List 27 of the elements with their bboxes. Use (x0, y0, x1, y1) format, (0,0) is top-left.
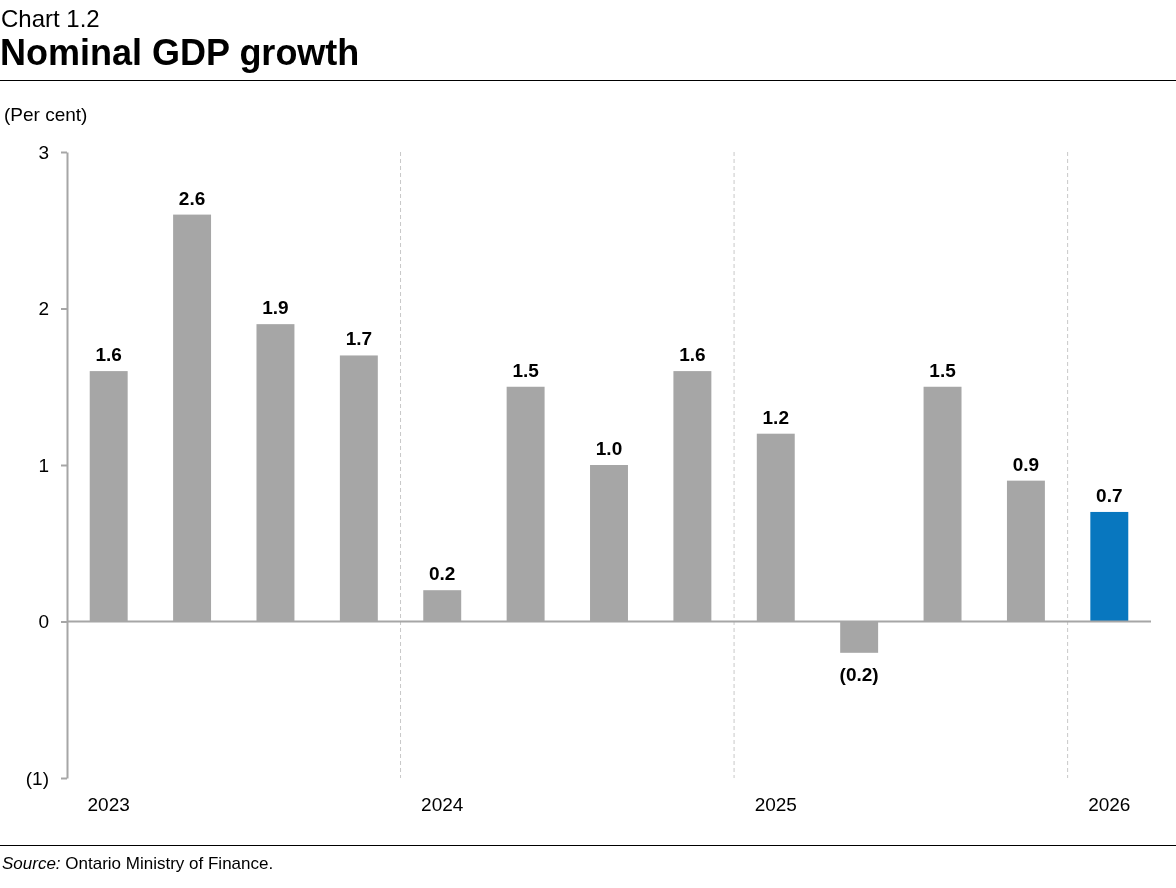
x-tick-label: 2025 (754, 794, 797, 816)
data-label: 1.6 (679, 344, 706, 366)
data-label: (0.2) (839, 663, 879, 685)
data-label: 2.6 (178, 187, 206, 209)
x-tick-label: 2024 (421, 794, 464, 816)
data-label: 1.5 (929, 359, 957, 381)
y-tick-label: 3 (38, 141, 49, 163)
data-label: 1.2 (762, 406, 789, 428)
source-note: Source: Ontario Ministry of Finance. (2, 854, 274, 873)
chart-title: Nominal GDP growth (0, 32, 360, 73)
y-tick-label: 2 (38, 298, 49, 320)
x-tick-label: 2026 (1088, 794, 1131, 816)
data-label: 0.7 (1096, 484, 1123, 506)
y-tick-label: 1 (38, 454, 49, 476)
x-tick-label: 2023 (87, 794, 130, 816)
y-axis-title: (Per cent) (4, 104, 88, 125)
data-label: 1.7 (345, 328, 373, 350)
data-label: 1.5 (512, 359, 540, 381)
data-label: 1.0 (595, 438, 623, 459)
y-tick-label: 0 (38, 611, 49, 633)
bar (1090, 511, 1129, 622)
data-label: 1.9 (262, 297, 289, 319)
y-tick-label: (1) (25, 767, 49, 789)
caption: Chart 1.2 (1, 5, 100, 32)
data-label: 0.9 (1012, 453, 1040, 475)
data-label: 0.2 (429, 563, 456, 585)
data-label: 1.6 (95, 344, 122, 366)
